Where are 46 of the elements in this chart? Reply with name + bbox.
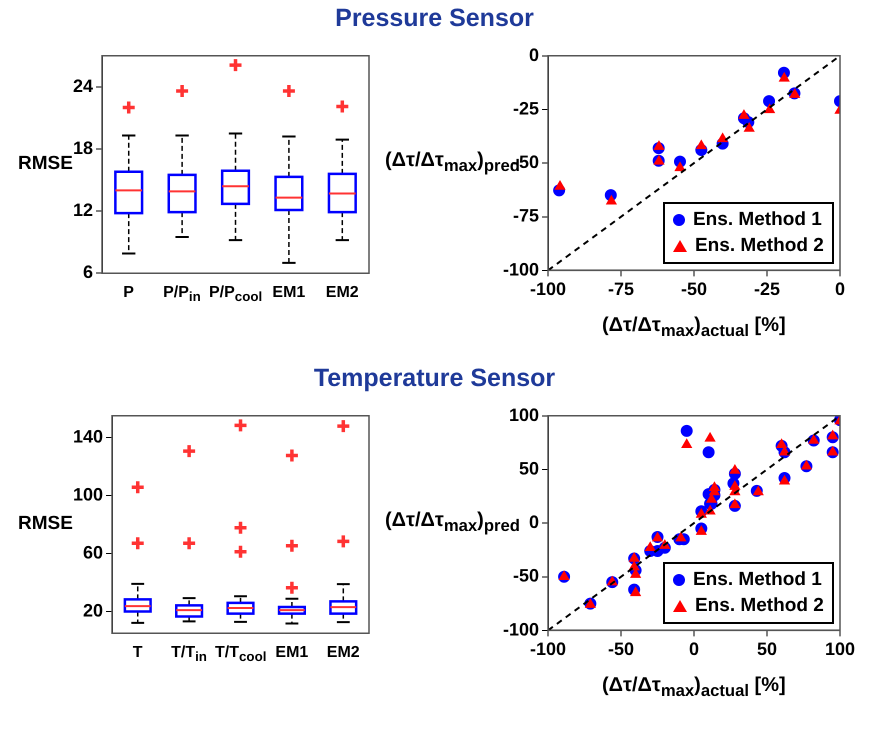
y-tick-label: -100 — [502, 259, 540, 280]
x-tick-label: 100 — [824, 639, 856, 660]
x-tick-label: 50 — [756, 639, 778, 660]
x-tick-label: EM1 — [272, 283, 306, 304]
x-tick-label: 0 — [689, 639, 700, 660]
x-tick-label: -25 — [754, 279, 780, 300]
y-tick-label: 24 — [72, 76, 94, 96]
x-tick-label: P/P$_{cool}$ — [209, 283, 262, 306]
y-tick-label: -75 — [513, 206, 540, 226]
legend-label: Ens. Method 1 — [693, 568, 822, 592]
y-tick-label: 140 — [72, 426, 104, 447]
y-tick-label: 0 — [529, 44, 540, 65]
y-tick-label: 100 — [508, 404, 540, 425]
x-axis-title: (Δτ/Δτ$_{max}$)$_{actual}$ [%] — [602, 674, 786, 701]
y-axis-title: RMSE — [18, 152, 73, 174]
y-axis-title: RMSE — [18, 512, 73, 534]
y-tick-label: 50 — [518, 458, 540, 478]
x-tick-label: EM2 — [326, 643, 360, 664]
x-tick-label: T — [132, 643, 142, 664]
x-tick-label: T/T$_{in}$ — [171, 643, 207, 666]
x-tick-label: -50 — [608, 639, 634, 660]
text: Temperature Sensor — [312, 364, 556, 393]
y-tick-label: -25 — [513, 98, 540, 118]
y-tick-label: 20 — [83, 600, 104, 620]
y-tick-label: 100 — [72, 484, 104, 504]
x-tick-label: EM2 — [326, 283, 359, 304]
legend-label: Ens. Method 1 — [693, 208, 822, 232]
y-tick-label: 12 — [72, 200, 94, 220]
y-axis-title: (Δτ/Δτ$_{max}$)$_{pred}$ — [385, 509, 520, 536]
y-tick-label: 18 — [72, 138, 94, 158]
y-tick-label: 60 — [83, 542, 104, 562]
x-tick-label: -75 — [608, 279, 634, 300]
x-tick-label: T/T$_{cool}$ — [215, 643, 266, 666]
x-tick-label: P/P$_{in}$ — [163, 283, 201, 306]
y-tick-label: -50 — [513, 566, 540, 586]
x-tick-label: EM1 — [275, 643, 308, 664]
y-tick-label: -100 — [502, 619, 540, 640]
legend-label: Ens. Method 2 — [695, 234, 824, 258]
legend-label: Ens. Method 2 — [695, 594, 824, 618]
x-tick-label: 0 — [834, 279, 846, 300]
x-axis-title: (Δτ/Δτ$_{max}$)$_{actual}$ [%] — [602, 314, 786, 341]
text: Pressure Sensor — [334, 4, 535, 33]
x-tick-label: -50 — [681, 279, 708, 300]
y-tick-label: 0 — [529, 512, 540, 532]
y-tick-label: 6 — [83, 262, 94, 282]
x-tick-label: P — [123, 283, 134, 304]
